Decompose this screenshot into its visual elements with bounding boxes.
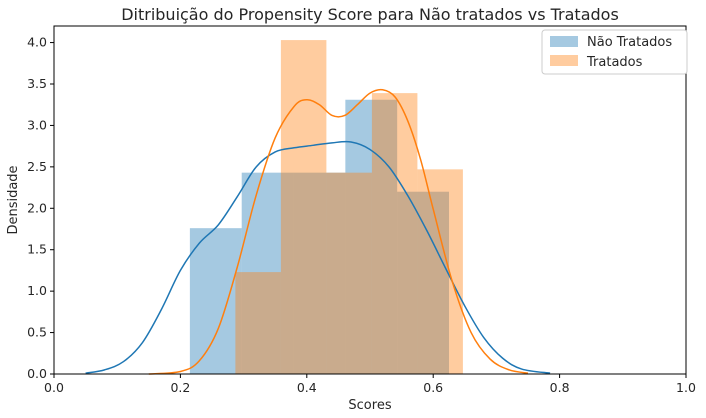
y-tick-label: 0.0 <box>27 366 47 381</box>
bar-nao-tratados-1 <box>241 172 294 374</box>
legend-label-tratados: Tratados <box>586 55 643 70</box>
axes-frame <box>53 25 687 375</box>
x-axis-label: Scores <box>348 398 391 413</box>
plot-area <box>53 25 687 375</box>
y-axis-label: Densidade <box>6 165 21 234</box>
y-tick-label: 4.0 <box>27 35 47 50</box>
kde-line-nao-tratados <box>85 140 551 374</box>
y-tick-label: 1.5 <box>27 242 47 257</box>
chart-title: Ditribuição do Propensity Score para Não… <box>121 5 619 24</box>
legend: Não Tratados Tratados <box>541 29 688 75</box>
bar-tratados-3 <box>371 93 418 374</box>
bar-tratados-0 <box>235 272 281 374</box>
legend-swatch-tratados <box>550 55 578 66</box>
bar-nao-tratados-2 <box>293 172 346 374</box>
histogram-bars-nao-tratados <box>189 99 449 374</box>
kde-line-tratados <box>148 88 529 375</box>
bar-tratados-1 <box>280 40 327 374</box>
x-tick-label: 0.6 <box>423 380 443 395</box>
x-tick-label: 1.0 <box>676 380 696 395</box>
x-tick-label: 0.0 <box>44 380 64 395</box>
legend-frame <box>541 29 688 75</box>
y-axis: 0.0 0.5 1.0 1.5 2.0 2.5 3.0 3.5 4.0 <box>27 35 54 381</box>
x-tick-label: 0.8 <box>550 380 570 395</box>
bar-nao-tratados-0 <box>189 228 242 374</box>
bar-tratados-2 <box>326 172 372 374</box>
y-tick-label: 1.0 <box>27 283 47 298</box>
legend-label-nao-tratados: Não Tratados <box>587 35 672 50</box>
bar-tratados-4 <box>417 169 463 374</box>
y-tick-label: 3.0 <box>27 117 47 132</box>
x-axis: 0.0 0.2 0.4 0.6 0.8 1.0 <box>44 374 696 395</box>
x-tick-label: 0.4 <box>297 380 317 395</box>
histogram-bars-tratados <box>235 40 463 374</box>
y-tick-label: 2.5 <box>27 159 47 174</box>
y-tick-label: 2.0 <box>27 200 47 215</box>
bar-nao-tratados-3 <box>345 99 398 374</box>
y-tick-label: 3.5 <box>27 76 47 91</box>
y-tick-label: 0.5 <box>27 325 47 340</box>
legend-swatch-nao-tratados <box>550 36 578 47</box>
x-tick-label: 0.2 <box>170 380 190 395</box>
